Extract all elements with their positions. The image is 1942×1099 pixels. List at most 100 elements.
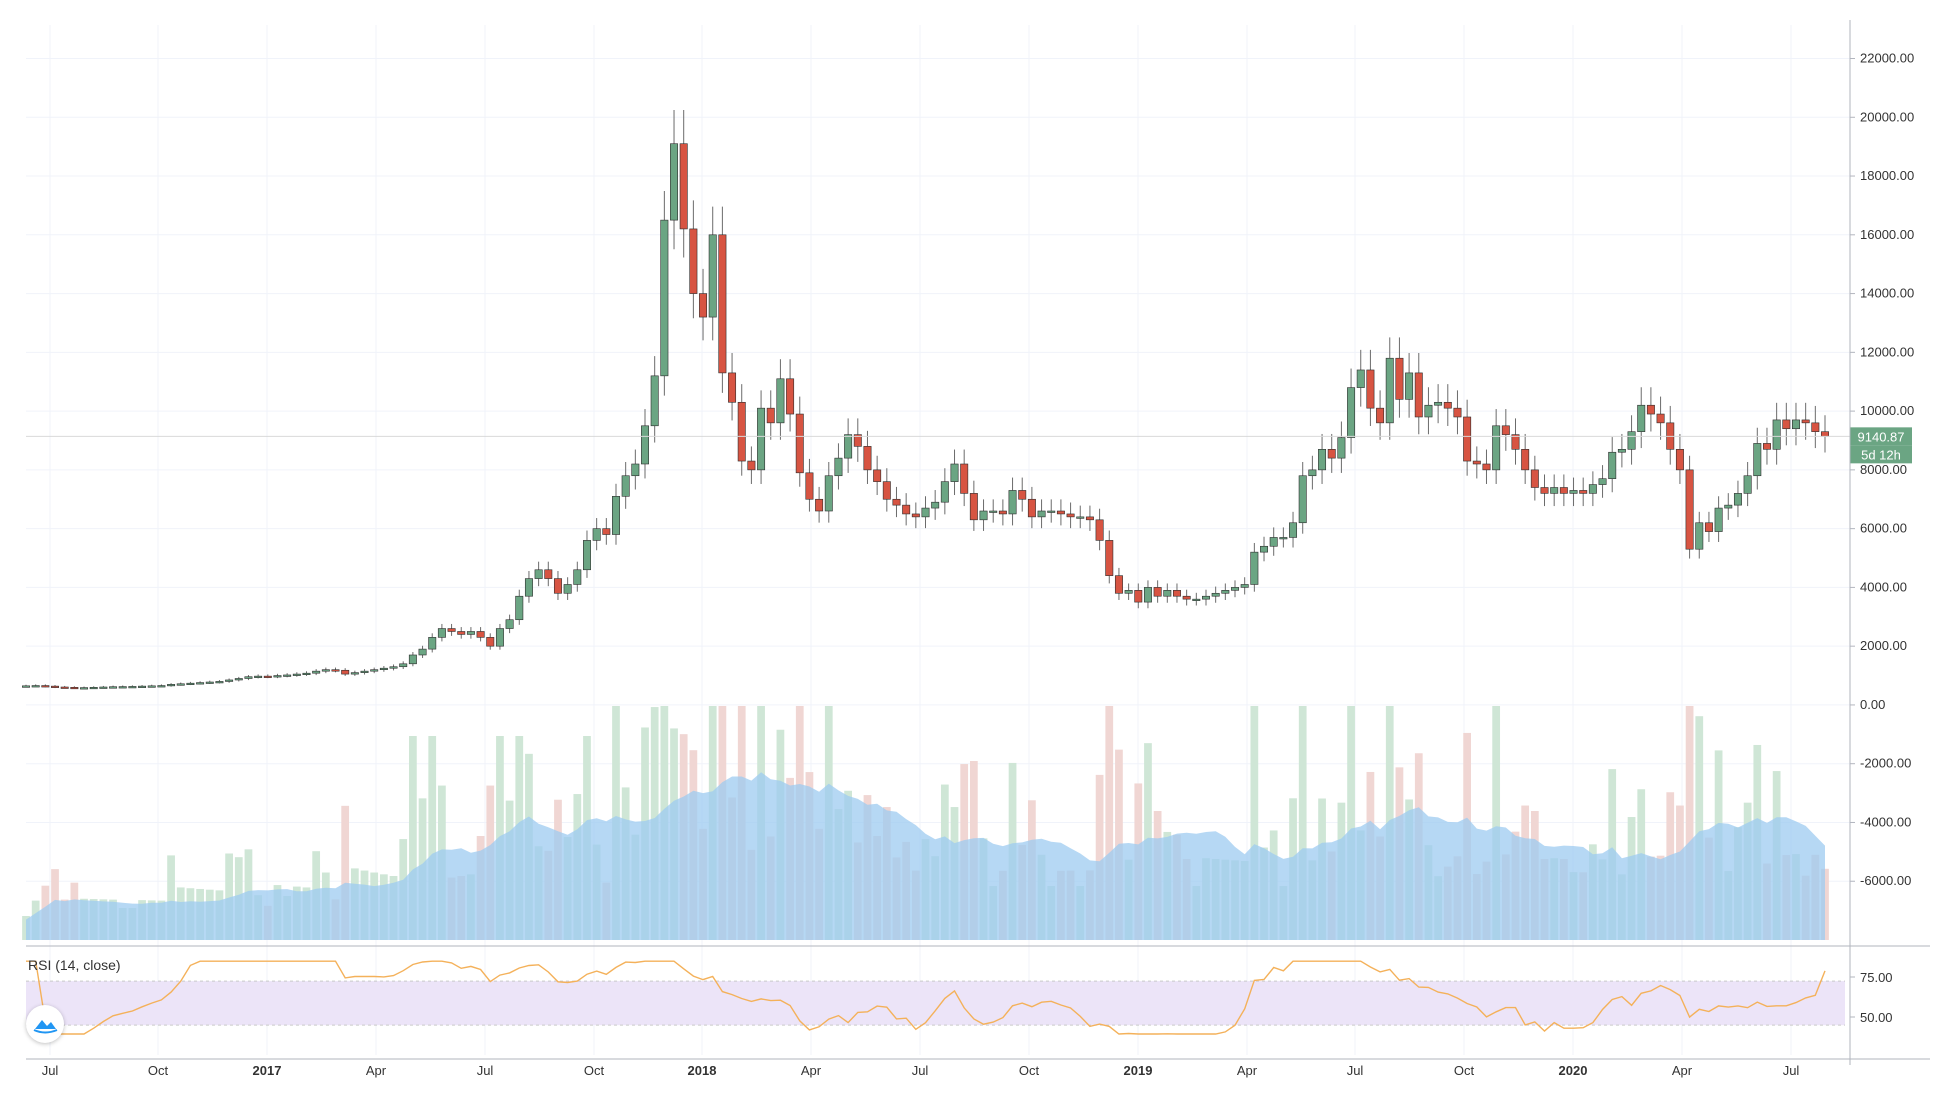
candle-body [950,463,959,482]
candle-body [979,510,988,521]
candle-body [583,540,591,571]
candle-body [89,687,98,690]
price-axis-label: 12000.00 [1860,344,1914,359]
candle-body [1569,490,1578,494]
candle-body [1095,519,1104,541]
candle-body [389,666,398,669]
price-axis-label: 18000.00 [1860,168,1914,183]
candle-body [31,685,40,688]
candle-body [1018,490,1027,500]
candle-body [940,481,949,503]
volume-bar [225,853,233,940]
candle-body [524,578,533,597]
candle-body [515,595,524,621]
time-axis-label: 2020 [1559,1063,1588,1078]
candle-body [1772,419,1781,450]
candle-body [998,510,1007,515]
volume-bar [1095,774,1104,940]
candle-body [766,407,775,424]
candle-body [863,446,872,471]
candle-body [1192,598,1201,601]
candle-body [708,234,717,318]
price-axis-label: 22000.00 [1860,51,1914,66]
candle-body [1318,449,1327,471]
time-axis-label: Apr [1237,1063,1258,1078]
candle-body [51,685,59,688]
candle-body [1637,404,1646,432]
candle-body [621,475,630,497]
candle-body [1588,484,1597,494]
time-axis-label: Oct [148,1063,169,1078]
time-axis-label: Oct [584,1063,605,1078]
candle-body [776,378,785,424]
candle-body [1811,422,1820,432]
candle-body [1656,413,1665,424]
candle-body [476,631,485,638]
candle-body [612,496,620,535]
candle-body [292,673,301,676]
candle-body [1085,516,1094,521]
price-axis-label: 8000.00 [1860,462,1907,477]
candle-body [302,672,311,676]
candle-body [157,685,166,688]
candle-body [602,528,611,535]
candle-body [1047,510,1056,513]
tradingview-logo[interactable] [26,1005,64,1043]
time-axis-label: Jul [42,1063,59,1078]
cloud-logo-icon [33,1020,58,1034]
candle-body [1337,437,1346,459]
candle-body [80,687,89,690]
candle-body [873,469,882,482]
candle-body [911,513,920,518]
candle-body [805,472,814,500]
candle-body [176,683,185,686]
volume-ma-area [26,772,1825,940]
candle-body [1443,401,1452,409]
candle-body [960,463,969,494]
candle-body [1492,425,1501,471]
time-axis-label: Apr [801,1063,822,1078]
time-axis-label: Jul [912,1063,929,1078]
volume-bar [1298,706,1307,940]
candle-body [486,637,495,647]
candle-body [592,528,601,541]
candle-body [1289,522,1298,538]
candle-body [641,425,649,465]
price-axis-label: 6000.00 [1860,521,1907,536]
volume-bar [1347,706,1355,940]
price-axis-label: 4000.00 [1860,579,1907,594]
candle-body [650,375,659,427]
candle-body [1559,487,1568,494]
candle-body [931,501,940,509]
candle-body [989,510,998,513]
candle-body [437,628,446,638]
candle-body [118,686,127,689]
volume-bar [1250,706,1259,940]
candle-body [1414,372,1423,418]
volume-bar [1105,706,1114,940]
candle-body [495,628,504,647]
volume-bar [1492,706,1501,940]
price-axis-label: 14000.00 [1860,286,1914,301]
candle-body [138,685,147,688]
candle-body [60,686,69,689]
candle-body [1646,404,1655,415]
candle-body [1743,475,1752,494]
candle-body [273,675,282,678]
candle-body [757,407,766,471]
volume-bar [167,855,175,940]
candle-body [1076,516,1085,519]
candle-body [254,675,263,678]
candle-body [147,685,156,688]
rsi-title: RSI (14, close) [28,957,121,973]
candle-body [1231,587,1239,591]
candle-body [1511,434,1520,450]
candle-body [553,578,562,594]
candle-body [505,619,514,629]
candle-body [1008,490,1017,515]
candle-body [1792,419,1800,430]
candle-body [1143,587,1152,603]
candle-body [1347,387,1356,438]
